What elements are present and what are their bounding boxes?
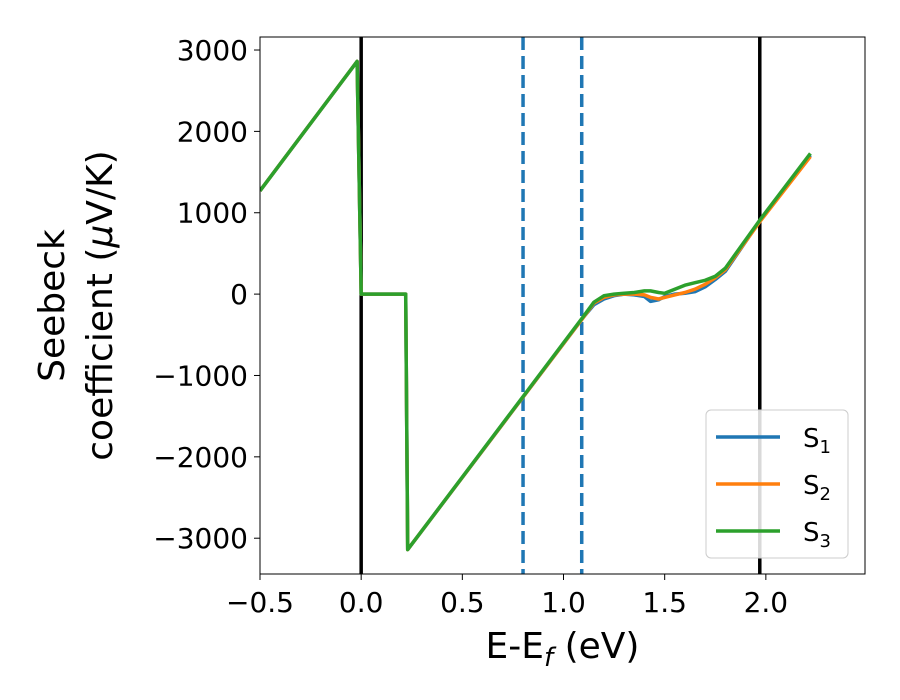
legend-label-2: S2 — [803, 471, 831, 505]
y-axis-label-line2-prefix: coefficient ( — [80, 248, 121, 461]
y-tick-label: −2000 — [153, 441, 248, 474]
y-axis-label: Seebeck coefficient (μV/K) — [32, 150, 121, 460]
reference-lines — [359, 37, 762, 574]
x-tick-label: 2.0 — [744, 586, 789, 619]
y-axis-label-line2-suffix: V/K) — [80, 150, 121, 224]
y-axis-label-line2: coefficient (μV/K) — [80, 150, 121, 460]
x-axis-label-main: E-E — [486, 626, 544, 667]
y-axis-label-mu: μ — [80, 225, 121, 249]
y-axis: −3000 −2000 −1000 0 1000 2000 3000 — [153, 34, 260, 555]
y-tick-label: 2000 — [177, 115, 248, 148]
x-axis-label: E-Ef (eV) — [486, 626, 640, 673]
legend-label-1: S1 — [803, 424, 831, 458]
y-tick-label: −3000 — [153, 522, 248, 555]
y-axis-label-line1: Seebeck — [32, 229, 73, 382]
y-tick-label: 0 — [230, 278, 248, 311]
series-line-3 — [260, 59, 812, 552]
y-tick-label: 1000 — [177, 197, 248, 230]
x-tick-label: 1.0 — [541, 586, 586, 619]
x-axis: −0.5 0.0 0.5 1.0 1.5 2.0 — [226, 574, 788, 619]
y-tick-label: 3000 — [177, 34, 248, 67]
x-tick-label: 0.0 — [339, 586, 384, 619]
x-tick-label: 1.5 — [642, 586, 687, 619]
series-lines — [260, 59, 812, 552]
axes-frame — [259, 36, 866, 575]
x-axis-label-unit: (eV) — [553, 626, 639, 667]
x-tick-label: −0.5 — [226, 586, 294, 619]
legend: S1 S2 S3 — [705, 409, 849, 559]
x-tick-label: 0.5 — [440, 586, 485, 619]
legend-label-3: S3 — [803, 518, 831, 552]
y-tick-label: −1000 — [153, 359, 248, 392]
